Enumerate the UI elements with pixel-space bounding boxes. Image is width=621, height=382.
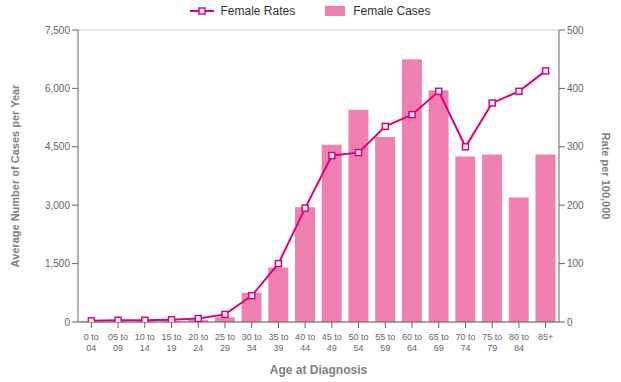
html-text:Female Cases: Female Cases: [353, 4, 431, 18]
svg-text:Rate per 100,000: Rate per 100,000: [600, 133, 612, 220]
svg-text:75 to79: 75 to79: [482, 332, 502, 353]
svg-text:0: 0: [567, 317, 573, 328]
svg-text:0: 0: [64, 317, 70, 328]
svg-text:80 to84: 80 to84: [509, 332, 529, 353]
svg-text:0 to04: 0 to04: [84, 332, 99, 353]
svg-text:100: 100: [567, 258, 584, 269]
svg-text:15 to19: 15 to19: [162, 332, 182, 353]
svg-text:85+: 85+: [538, 332, 553, 342]
svg-text:10 to14: 10 to14: [135, 332, 155, 353]
svg-text:1,500: 1,500: [45, 258, 70, 269]
svg-text:55 to59: 55 to59: [375, 332, 395, 353]
svg-text:35 to39: 35 to39: [268, 332, 288, 353]
svg-text:40 to44: 40 to44: [295, 332, 315, 353]
svg-text:3,000: 3,000: [45, 200, 70, 211]
svg-text:20 to24: 20 to24: [188, 332, 208, 353]
svg-text:200: 200: [567, 200, 584, 211]
svg-text:500: 500: [567, 25, 584, 36]
svg-text:Age at Diagnosis: Age at Diagnosis: [270, 363, 368, 377]
svg-text:Average Number of Cases per Ye: Average Number of Cases per Year: [9, 84, 21, 268]
svg-text:50 to54: 50 to54: [349, 332, 369, 353]
svg-text:70 to74: 70 to74: [455, 332, 475, 353]
svg-text:7,500: 7,500: [45, 25, 70, 36]
svg-text:25 to29: 25 to29: [215, 332, 235, 353]
svg-text:6,000: 6,000: [45, 83, 70, 94]
html-text:Female Rates: Female Rates: [220, 4, 296, 18]
svg-text:300: 300: [567, 141, 584, 152]
svg-text:45 to49: 45 to49: [322, 332, 342, 353]
svg-text:400: 400: [567, 83, 584, 94]
svg-text:65 to69: 65 to69: [429, 332, 449, 353]
svg-text:60 to64: 60 to64: [402, 332, 422, 353]
svg-text:30 to34: 30 to34: [242, 332, 262, 353]
svg-text:4,500: 4,500: [45, 141, 70, 152]
svg-text:05 to09: 05 to09: [108, 332, 128, 353]
